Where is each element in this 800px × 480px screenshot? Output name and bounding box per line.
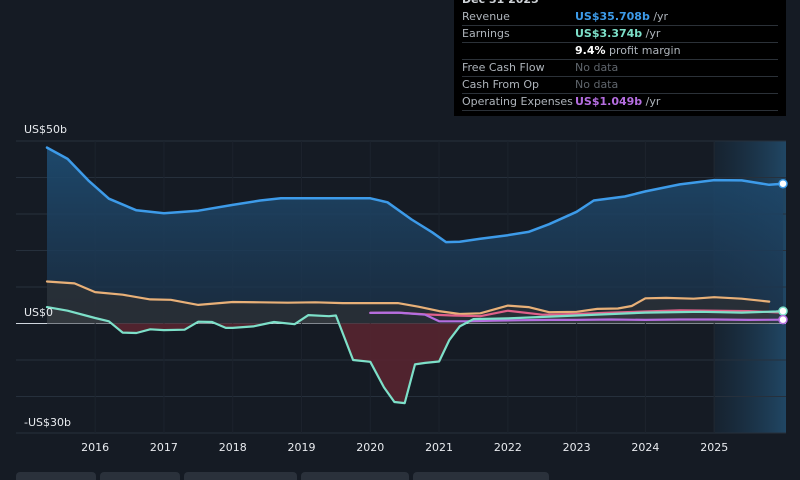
tooltip-row-label: Cash From Op: [462, 78, 540, 91]
x-tick-label: 2016: [81, 441, 110, 454]
tooltip-row-value: US$1.049b: [575, 95, 643, 108]
tooltip-row-value: No data: [575, 61, 619, 74]
tooltip-row-unit: /yr: [649, 10, 669, 23]
tooltip-row-label: Operating Expenses: [462, 95, 573, 108]
y-label-bottom: -US$30b: [24, 416, 71, 429]
tooltip-row-label: Revenue: [462, 10, 510, 23]
x-tick-label: 2020: [356, 441, 385, 454]
tooltip-row: Revenue US$35.708b /yr: [462, 9, 778, 26]
x-tick-label: 2025: [700, 441, 729, 454]
tooltip-row-value: No data: [575, 78, 619, 91]
tooltip-row: Operating Expenses US$1.049b /yr: [462, 94, 778, 111]
period-tab[interactable]: [100, 472, 180, 480]
tooltip-row-unit: profit margin: [605, 44, 681, 57]
y-label-zero: US$0: [24, 306, 54, 319]
tooltip-row-value: 9.4%: [575, 44, 606, 57]
tooltip-row: Free Cash Flow No data: [462, 60, 778, 77]
pink-line: [369, 309, 785, 318]
period-tab[interactable]: [16, 472, 96, 480]
x-tick-label: 2017: [149, 441, 178, 454]
y-label-top: US$50b: [24, 123, 68, 136]
x-tick-label: 2022: [493, 441, 522, 454]
period-tabs: [0, 472, 800, 480]
tooltip-row-unit: /yr: [642, 27, 661, 40]
tooltip-row: Cash From Op No data: [462, 77, 778, 94]
revenue-end-marker: [778, 178, 788, 189]
opex-end-marker: [778, 314, 788, 325]
revenue-area: [47, 147, 783, 324]
tooltip-row-label: Free Cash Flow: [462, 61, 545, 74]
opex-line: [369, 311, 785, 323]
x-tick-label: 2024: [631, 441, 660, 454]
tooltip-row-label: Earnings: [462, 27, 510, 40]
period-tab[interactable]: [184, 472, 297, 480]
x-tick-label: 2021: [425, 441, 454, 454]
tooltip-date: Dec 31 2025: [462, 0, 778, 9]
x-tick-label: 2018: [218, 441, 247, 454]
period-tab[interactable]: [301, 472, 409, 480]
tooltip-row-value: US$35.708b: [575, 10, 650, 23]
x-tick-label: 2019: [287, 441, 316, 454]
earnings-end-marker: [778, 306, 788, 316]
tooltip-row-value: US$3.374b: [575, 27, 643, 40]
period-tab[interactable]: [413, 472, 549, 480]
tooltip-row-label: [462, 43, 575, 59]
tooltip-row: 9.4% profit margin: [462, 43, 778, 60]
earnings-line: [45, 306, 785, 405]
tooltip-row: Earnings US$3.374b /yr: [462, 26, 778, 43]
revenue-line: [45, 146, 785, 244]
other-line: [45, 280, 771, 316]
x-tick-label: 2023: [562, 441, 591, 454]
tooltip-row-unit: /yr: [642, 95, 661, 108]
